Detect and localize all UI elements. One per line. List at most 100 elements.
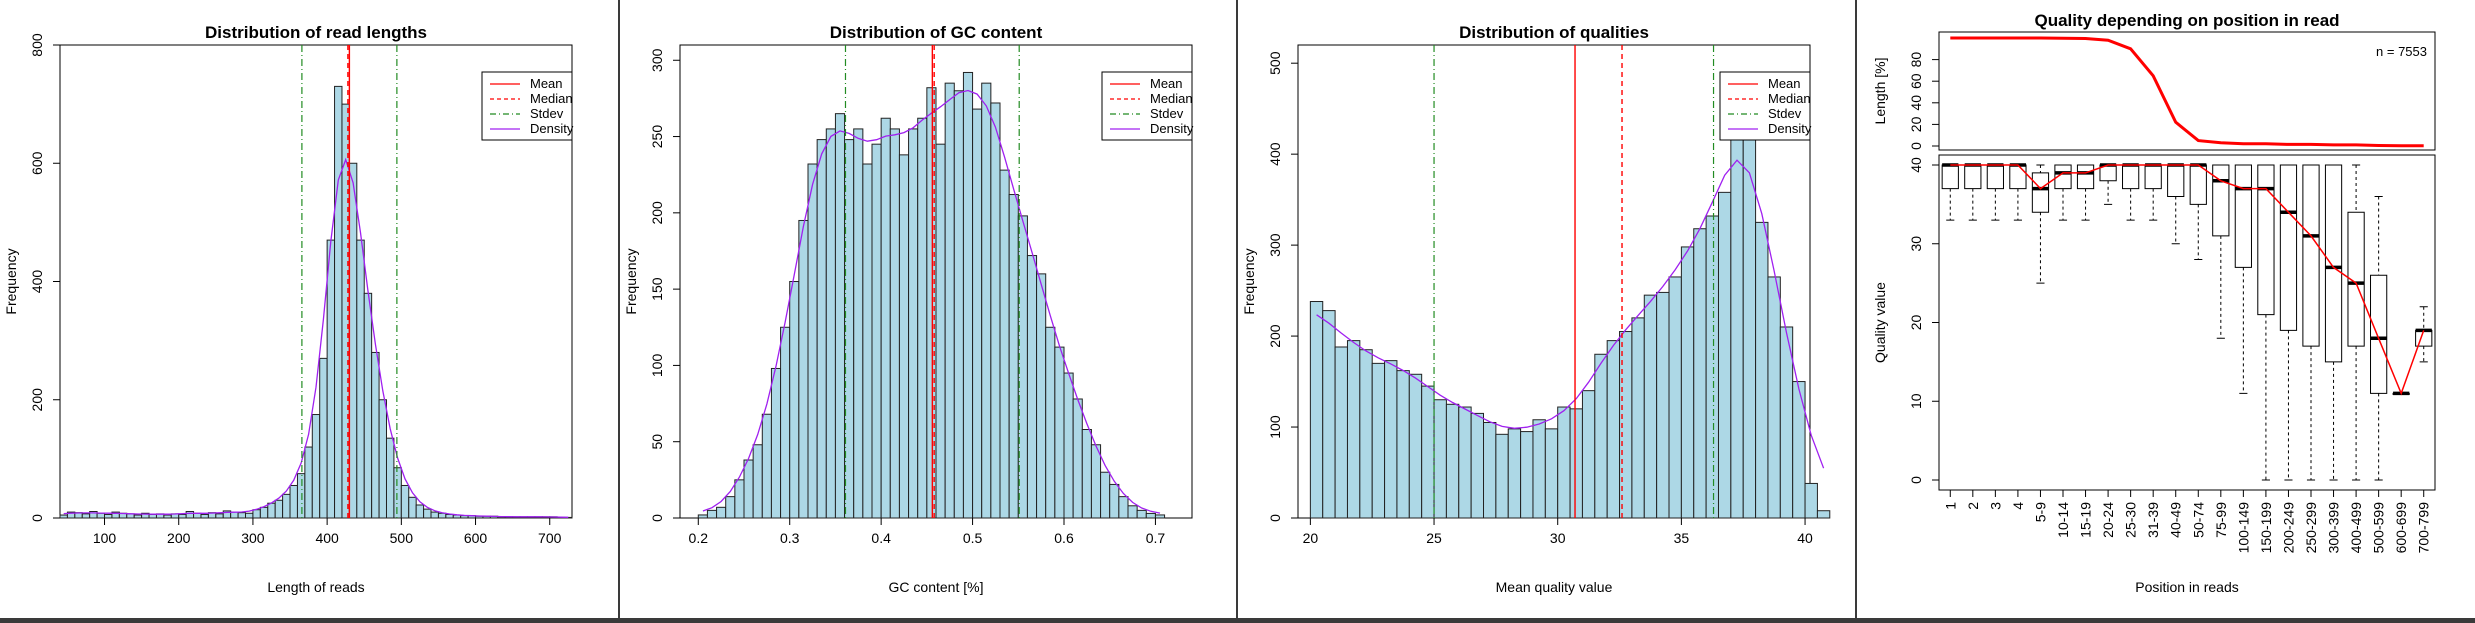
x-tick-label: 700 <box>538 530 562 546</box>
histogram-bar <box>807 163 818 519</box>
histogram-bar <box>780 326 791 519</box>
box <box>2122 164 2140 190</box>
y-tick-label: 500 <box>1267 51 1283 75</box>
chart-gc-content: Distribution of GC content 0.2 0.3 0.4 0.5 0.… <box>623 23 1194 595</box>
histogram-bar <box>697 514 708 519</box>
density-curve <box>702 89 1161 514</box>
legend-label: Stdev <box>530 106 564 121</box>
x-tick-label: 400-499 <box>2348 502 2364 554</box>
x-tick-label: 35 <box>1674 530 1690 546</box>
top-y-axis-label: Length [%] <box>1872 58 1888 125</box>
x-tick-label: 1 <box>1942 502 1958 510</box>
histogram-bar <box>408 496 417 519</box>
histogram-bar <box>1109 483 1120 519</box>
histogram-bar <box>437 512 447 519</box>
histogram-bar <box>917 117 928 519</box>
histogram-bar <box>770 367 782 519</box>
histogram-bar <box>1421 385 1435 519</box>
histogram-bar <box>1730 94 1744 519</box>
box <box>2189 164 2207 205</box>
x-tick-label: 30 <box>1550 530 1566 546</box>
histogram-bar <box>81 513 91 519</box>
histogram-bar <box>853 128 864 519</box>
histogram-bar <box>1136 509 1147 519</box>
histogram-bar <box>423 508 432 519</box>
histogram-bar <box>1643 294 1658 519</box>
histogram-bar <box>1100 471 1111 519</box>
histogram-bar <box>393 467 402 519</box>
histogram-bar <box>1606 340 1621 519</box>
x-axis-label: GC content [%] <box>889 579 984 595</box>
x-tick-label: 3 <box>1987 502 2003 510</box>
x-tick-label: 150-199 <box>2258 502 2274 554</box>
legend-label: Density <box>1768 121 1812 136</box>
histogram-bar <box>1408 373 1423 519</box>
y-tick-label: 200 <box>1267 324 1283 348</box>
histogram-bar <box>1359 349 1373 519</box>
top-y-tick-label: 0 <box>1908 142 1924 150</box>
histogram-bar <box>1396 370 1410 519</box>
top-y-tick-label: 40 <box>1908 95 1924 111</box>
y-tick-label: 0 <box>1908 476 1924 484</box>
chart-title: Quality depending on position in read <box>2034 11 2339 30</box>
box <box>2144 164 2162 190</box>
histogram-bar <box>1334 346 1348 519</box>
box <box>2415 329 2433 347</box>
y-axis-label: Frequency <box>3 248 19 314</box>
histogram-bar <box>356 239 365 519</box>
histogram-bar <box>1081 429 1092 519</box>
x-tick-label: 0.6 <box>1054 530 1074 546</box>
n-label: n = 7553 <box>2376 44 2427 59</box>
chart-quality-by-position: Quality depending on position in read 0 2 0… <box>1872 11 2436 595</box>
x-tick-label: 2 <box>1965 502 1981 510</box>
x-tick-label: 100 <box>93 530 117 546</box>
histogram-bar <box>834 113 846 519</box>
histogram-bar <box>972 108 983 519</box>
y-tick-label: 0 <box>1267 514 1283 522</box>
x-tick-label: 100-149 <box>2235 502 2251 554</box>
panel-gc-content: Distribution of GC content 0.2 0.3 0.4 0.5 0.… <box>620 0 1236 618</box>
histogram-bar <box>319 357 328 519</box>
histogram-bar <box>1445 403 1460 519</box>
histogram-bar <box>259 506 269 519</box>
x-tick-label: 40-49 <box>2168 502 2184 538</box>
legend-label: Mean <box>530 76 563 91</box>
legend-label: Density <box>1150 121 1194 136</box>
box <box>1964 164 1982 190</box>
box <box>2009 164 2027 190</box>
histogram-bar <box>1127 505 1138 519</box>
histogram-bar <box>252 509 261 519</box>
histogram-bar <box>1668 276 1682 519</box>
x-tick-label: 31-39 <box>2145 502 2161 538</box>
histogram-bar <box>274 499 284 519</box>
box <box>1986 164 2004 190</box>
x-tick-label: 10-14 <box>2055 502 2071 538</box>
x-tick-label: 250-299 <box>2303 502 2319 554</box>
box <box>2257 164 2275 316</box>
histogram-bar <box>400 484 410 519</box>
histogram-bar <box>1090 444 1102 519</box>
histogram-bar <box>1717 191 1732 519</box>
histogram-bar <box>789 281 800 519</box>
x-axis-label: Mean quality value <box>1496 579 1613 595</box>
histogram-bar <box>371 351 380 519</box>
x-tick-label: 400 <box>315 530 339 546</box>
histogram-bar <box>1532 419 1546 519</box>
histogram-bar <box>880 117 891 519</box>
y-tick-label: 250 <box>649 125 665 149</box>
histogram-bar <box>1816 510 1831 519</box>
x-tick-label: 40 <box>1797 530 1813 546</box>
legend-label: Mean <box>1768 76 1801 91</box>
panel-read-lengths: Distribution of read lengths 100 200 300 400… <box>0 0 618 618</box>
histogram-bar <box>1705 215 1719 519</box>
histogram-bar <box>96 512 106 519</box>
top-y-tick-label: 80 <box>1908 52 1924 68</box>
legend-label: Stdev <box>1768 106 1802 121</box>
histogram-bar <box>908 128 919 519</box>
histogram-bar <box>1026 255 1038 519</box>
histogram-bar <box>743 459 754 519</box>
histogram-bar <box>1145 512 1156 519</box>
x-tick-label: 5-9 <box>2032 502 2048 522</box>
